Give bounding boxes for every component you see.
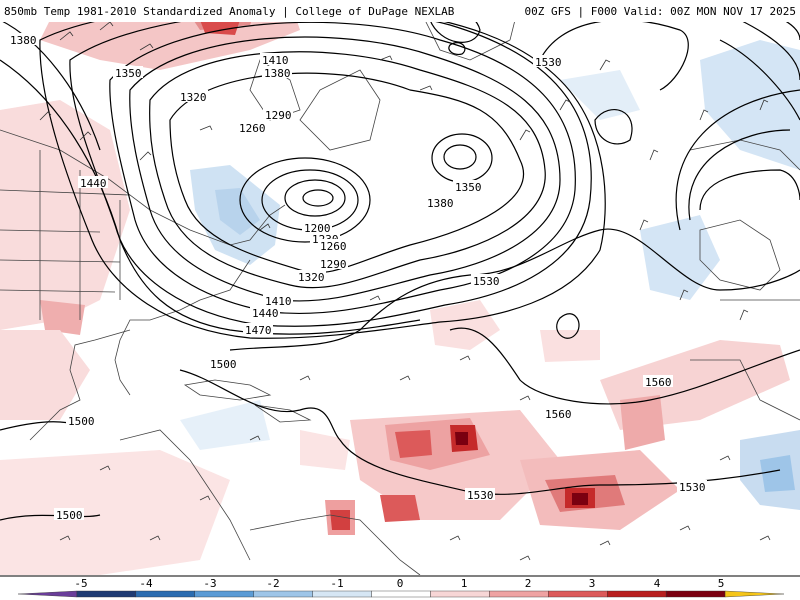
colorbar-segment (135, 590, 195, 598)
contour-label: 1350 (455, 181, 482, 194)
colorbar-segment (194, 590, 254, 598)
colorbar-ticks: -5 -4 -3 -2 -1 0 1 2 3 4 5 (74, 577, 724, 590)
colorbar-tick: -3 (203, 577, 216, 590)
colorbar-segment (76, 590, 137, 598)
map-title: 850mb Temp 1981-2010 Standardized Anomal… (4, 5, 455, 18)
contour-label: 1530 (473, 275, 500, 288)
colorbar-segment (312, 590, 372, 598)
colorbar-tick: -1 (330, 577, 343, 590)
contour-label: 1320 (180, 91, 207, 104)
wind-barbs (39, 21, 771, 561)
colorbar-tick: 4 (654, 577, 661, 590)
contour-label: 1380 (427, 197, 454, 210)
header-bar (0, 0, 800, 22)
contour-label: 1560 (545, 408, 572, 421)
contour-label: 1560 (645, 376, 672, 389)
contour-label: 1530 (679, 481, 706, 494)
model-valid-time: 00Z GFS | F000 Valid: 00Z MON NOV 17 202… (524, 5, 796, 18)
contour-label: 1200 (304, 222, 331, 235)
contour-label: 1440 (252, 307, 279, 320)
contour-label: 1530 (535, 56, 562, 69)
colorbar-tick: -5 (74, 577, 87, 590)
contour-label: 1500 (56, 509, 83, 522)
colorbar-tick: 5 (718, 577, 725, 590)
colorbar-segment (607, 590, 667, 598)
contour-label: 1470 (245, 324, 272, 337)
contour-label: 1410 (262, 54, 289, 67)
contour-label: 1290 (320, 258, 347, 271)
contour-label: 1500 (210, 358, 237, 371)
colorbar-segment (665, 590, 726, 598)
contour-label: 1530 (467, 489, 494, 502)
colorbar-segment (489, 590, 549, 598)
contour-label: 1500 (68, 415, 95, 428)
contour-label: 1320 (298, 271, 325, 284)
colorbar-tick: 3 (589, 577, 596, 590)
contour-label: 1380 (10, 34, 37, 47)
contour-label: 1410 (265, 295, 292, 308)
colorbar-tick: 0 (397, 577, 404, 590)
contour-label: 1440 (80, 177, 107, 190)
colorbar-tick: -2 (266, 577, 279, 590)
colorbar-tick: 2 (525, 577, 532, 590)
colorbar (17, 590, 785, 598)
colorbar-segment (253, 590, 313, 598)
colorbar-segment (430, 590, 490, 598)
contour-label: 1380 (264, 67, 291, 80)
colorbar-tick: 1 (461, 577, 468, 590)
contour-label: 1350 (115, 67, 142, 80)
colorbar-segment (724, 590, 785, 598)
contour-label-group: 1380 1410 1380 1350 1530 1320 1290 1260 … (8, 33, 707, 522)
contour-label: 1260 (239, 122, 266, 135)
colorbar-segment (371, 590, 431, 598)
contour-label: 1290 (265, 109, 292, 122)
colorbar-segment (548, 590, 608, 598)
colorbar-tick: -4 (139, 577, 153, 590)
contour-label: 1260 (320, 240, 347, 253)
coastlines (0, 0, 800, 576)
